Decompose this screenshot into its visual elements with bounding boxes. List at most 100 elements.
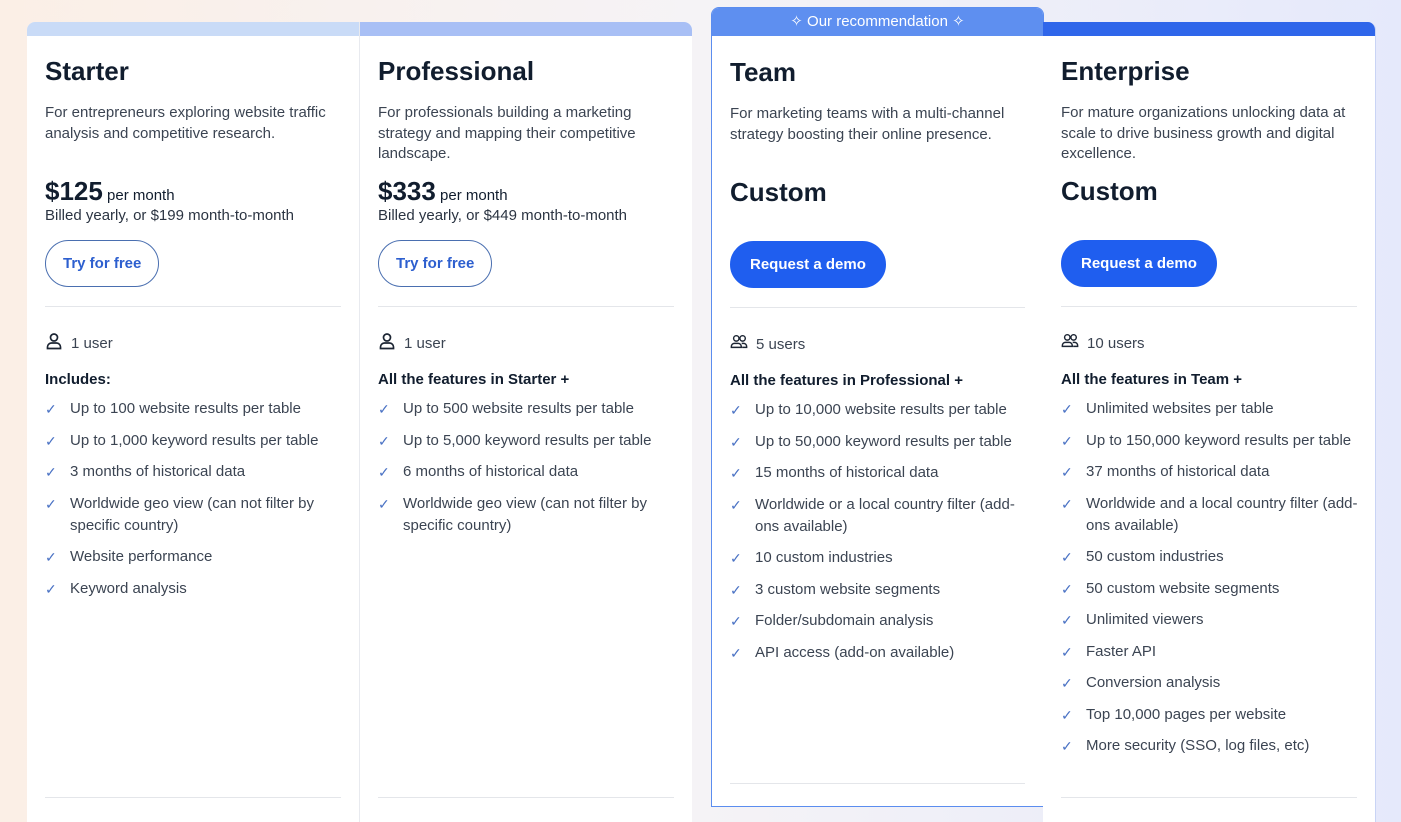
divider: [730, 307, 1025, 308]
feature-item: ✓ Folder/subdomain analysis: [730, 610, 1030, 632]
feature-text: 50 custom industries: [1086, 548, 1224, 565]
feature-list: ✓ Up to 500 website results per table ✓ Up …: [378, 398, 678, 546]
plan-description: For entrepreneurs exploring website traf…: [45, 104, 326, 142]
feature-item: ✓ Unlimited websites per table: [1061, 398, 1361, 420]
feature-item: ✓ Up to 50,000 keyword results per table: [730, 431, 1030, 453]
feature-item: ✓ Worldwide geo view (can not filter by s…: [45, 493, 345, 537]
plan-description: For marketing teams with a multi-channel…: [730, 105, 1005, 143]
user-count-label: 10 users: [1087, 334, 1145, 352]
user-count: 1 user: [45, 332, 113, 354]
divider: [730, 783, 1025, 784]
feature-text: Up to 10,000 website results per table: [755, 401, 1007, 418]
feature-item: ✓ 50 custom industries: [1061, 546, 1361, 568]
feature-text: Up to 100 website results per table: [70, 400, 301, 417]
feature-text: 3 months of historical data: [70, 463, 246, 480]
plan-price: $333 per month: [378, 176, 508, 207]
check-icon: ✓: [730, 402, 742, 418]
check-icon: ✓: [45, 580, 57, 597]
billing-note: Billed yearly, or $199 month-to-month: [45, 207, 295, 224]
card-top-bar: [360, 22, 692, 36]
feature-text: Up to 500 website results per table: [403, 400, 634, 417]
check-icon: ✓: [378, 495, 390, 512]
check-icon: ✓: [378, 432, 390, 449]
feature-item: ✓ Worldwide geo view (can not filter by s…: [378, 493, 678, 537]
feature-item: ✓ Website performance: [45, 546, 345, 568]
billing-note: Billed yearly, or $449 month-to-month: [378, 207, 628, 224]
users-icon: [730, 333, 748, 355]
price-amount: $333: [378, 176, 436, 206]
feature-item: ✓ 6 months of historical data: [378, 461, 678, 483]
price-period: per month: [107, 187, 175, 204]
feature-item: ✓ Up to 1,000 keyword results per table: [45, 430, 345, 452]
feature-item: ✓ 37 months of historical data: [1061, 461, 1361, 483]
divider: [378, 797, 674, 798]
user-count: 5 users: [730, 333, 805, 355]
feature-text: 3 custom website segments: [755, 580, 941, 598]
price-amount: $125: [45, 176, 103, 206]
check-icon: ✓: [378, 401, 390, 417]
feature-text: 6 months of historical data: [403, 463, 579, 480]
feature-text: Keyword analysis: [70, 579, 187, 597]
request-demo-button[interactable]: Request a demo: [730, 241, 886, 288]
check-icon: ✓: [730, 644, 742, 661]
plan-card-enterprise: Enterprise For mature organizations unlo…: [1043, 22, 1376, 822]
check-icon: ✓: [1061, 738, 1073, 754]
feature-text: Up to 1,000 keyword results per table: [70, 431, 319, 449]
try-free-button[interactable]: Try for free: [45, 240, 160, 287]
feature-item: ✓ 3 months of historical data: [45, 461, 345, 483]
feature-text: Up to 5,000 keyword results per table: [403, 431, 652, 449]
check-icon: ✓: [45, 549, 57, 565]
feature-item: ✓ 3 custom website segments: [730, 579, 1030, 601]
card-top-bar: [1043, 22, 1375, 36]
check-icon: ✓: [1061, 464, 1073, 480]
sparkle-icon: ✧: [790, 13, 808, 30]
check-icon: ✓: [1061, 580, 1073, 597]
plan-card-team: ✧ Our recommendation ✧ Team For marketin…: [711, 7, 1044, 807]
feature-item: ✓ Up to 5,000 keyword results per table: [378, 430, 678, 452]
plan-price: Custom: [1061, 176, 1158, 206]
request-demo-button[interactable]: Request a demo: [1061, 240, 1217, 287]
feature-text: Unlimited viewers: [1086, 611, 1204, 628]
divider: [378, 306, 674, 307]
plan-name: Team: [730, 57, 796, 87]
feature-text: Worldwide geo view (can not filter by sp…: [70, 494, 314, 534]
plan-price: Custom: [730, 177, 827, 207]
features-heading: Includes:: [45, 371, 111, 388]
feature-list: ✓ Unlimited websites per table ✓ Up to 150,…: [1061, 398, 1361, 767]
feature-text: Folder/subdomain analysis: [755, 612, 934, 629]
feature-text: 37 months of historical data: [1086, 463, 1270, 480]
check-icon: ✓: [730, 433, 742, 450]
feature-text: Worldwide geo view (can not filter by sp…: [403, 494, 647, 534]
check-icon: ✓: [45, 401, 57, 417]
feature-text: Up to 50,000 keyword results per table: [755, 432, 1012, 450]
check-icon: ✓: [730, 613, 742, 629]
feature-text: More security (SSO, log files, etc): [1086, 737, 1310, 754]
check-icon: ✓: [1061, 706, 1073, 723]
check-icon: ✓: [730, 550, 742, 566]
check-icon: ✓: [1061, 401, 1073, 417]
recommendation-label: Our recommendation: [807, 13, 948, 30]
user-count-label: 1 user: [71, 334, 113, 352]
feature-text: Conversion analysis: [1086, 674, 1221, 691]
features-heading: All the features in Starter +: [378, 371, 570, 388]
check-icon: ✓: [730, 465, 742, 481]
plan-description: For mature organizations unlocking data …: [1061, 104, 1346, 162]
feature-item: ✓ Faster API: [1061, 641, 1361, 663]
feature-text: Unlimited websites per table: [1086, 400, 1274, 417]
sparkle-icon: ✧: [947, 13, 965, 30]
features-heading: All the features in Professional +: [730, 372, 963, 389]
plan-description: For professionals building a marketing s…: [378, 104, 636, 162]
feature-item: ✓ API access (add-on available): [730, 642, 1030, 664]
feature-text: Faster API: [1086, 642, 1157, 660]
feature-item: ✓ Up to 500 website results per table: [378, 398, 678, 420]
feature-text: Up to 150,000 keyword results per table: [1086, 431, 1352, 449]
try-free-button[interactable]: Try for free: [378, 240, 493, 287]
user-icon: [378, 332, 396, 354]
feature-item: ✓ Top 10,000 pages per website: [1061, 704, 1361, 726]
user-count-label: 5 users: [756, 335, 806, 353]
divider: [1061, 306, 1357, 307]
feature-item: ✓ Worldwide and a local country filter (a…: [1061, 493, 1361, 537]
plan-card-professional: Professional For professionals building …: [359, 22, 692, 822]
check-icon: ✓: [1061, 495, 1073, 512]
price-period: per month: [440, 187, 508, 204]
